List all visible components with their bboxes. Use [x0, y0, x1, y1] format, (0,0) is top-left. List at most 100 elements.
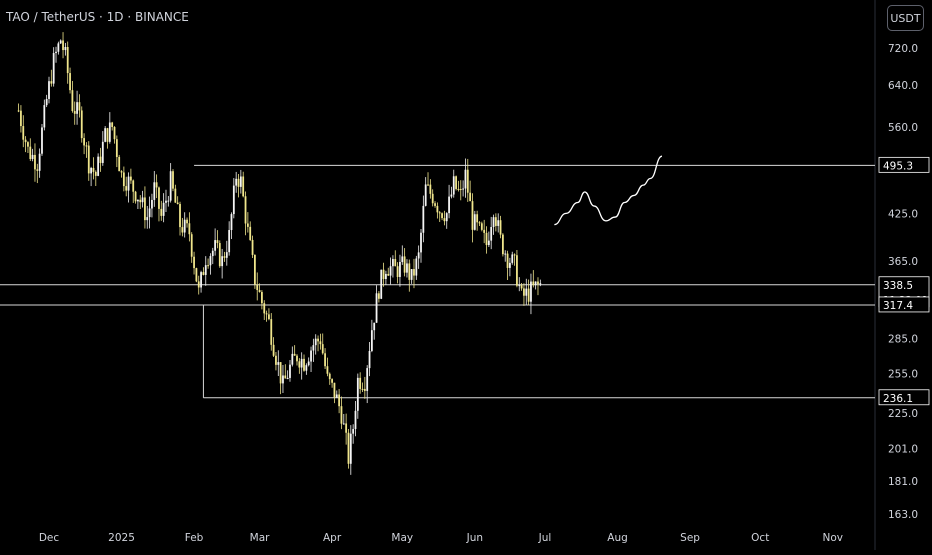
candle-body [59, 40, 62, 44]
candle-body [310, 350, 312, 362]
candle-body [223, 256, 226, 258]
candle-body [335, 394, 338, 398]
candle-body [24, 139, 27, 143]
candle-body [338, 394, 341, 407]
candle-body [193, 256, 195, 269]
candle-body [66, 46, 69, 74]
candle-body [211, 250, 214, 257]
candle-body [148, 208, 151, 218]
candle-body [69, 73, 71, 91]
candle-body [253, 254, 256, 285]
candle-body [169, 171, 172, 201]
candle-body [373, 322, 376, 331]
candle-body [319, 341, 322, 345]
candle-body [242, 176, 245, 197]
candle-body [237, 178, 240, 187]
candle-body [144, 197, 146, 221]
candle-body [258, 290, 261, 293]
candle-body [448, 196, 450, 214]
candle-body [452, 176, 455, 195]
x-tick-label: Oct [751, 532, 769, 544]
candle-body [499, 220, 502, 235]
candle-body [478, 222, 481, 224]
x-tick-label: May [391, 532, 413, 544]
symbol-title[interactable]: TAO / TetherUS · 1D · BINANCE [6, 10, 189, 24]
candle-body [55, 51, 57, 54]
candle-body [230, 214, 233, 231]
candle-body [270, 319, 273, 345]
candle-body [450, 194, 453, 197]
candle-body [494, 217, 497, 226]
candle-body [97, 156, 100, 176]
candle-body [132, 180, 135, 192]
candle-body [427, 184, 429, 186]
y-tick-label: 285.0 [888, 334, 918, 346]
candle-body [317, 338, 319, 342]
candle-body [359, 377, 362, 389]
candle-body [487, 240, 490, 246]
candle-body [537, 281, 539, 285]
candle-body [324, 353, 326, 367]
candle-body [328, 373, 331, 380]
candle-body [146, 217, 149, 221]
projection-path [554, 155, 663, 226]
candle-body [106, 128, 109, 142]
candle-body [382, 269, 385, 280]
candle-body [275, 355, 277, 365]
candle-body [282, 375, 284, 384]
price-label-value: 236.1 [883, 393, 913, 405]
time-axis[interactable]: Dec 2025 Feb Mar Apr May Jun Jul Aug Sep Oct Nov [39, 532, 843, 544]
candle-body [289, 364, 291, 378]
candle-body [363, 388, 366, 391]
candle-body [104, 128, 107, 142]
candle-body [94, 171, 97, 176]
candle-body [326, 366, 329, 374]
candle-body [516, 255, 518, 286]
candle-body [509, 262, 511, 268]
candle-body [139, 199, 142, 203]
candle-body [298, 361, 301, 368]
candle-body [429, 184, 432, 194]
candle-body [188, 223, 191, 235]
y-tick-label: 425.0 [888, 208, 918, 220]
candle-body [305, 365, 308, 371]
currency-button[interactable]: USDT [887, 5, 924, 31]
x-tick-label: Dec [39, 532, 60, 544]
candle-body [162, 202, 165, 216]
candle-body [349, 433, 352, 464]
y-tick-label: 560.0 [888, 122, 918, 134]
candle-body [167, 200, 170, 202]
x-tick-label: 2025 [108, 532, 135, 544]
candle-body [29, 146, 32, 160]
candle-body [151, 199, 153, 209]
candle-body [331, 379, 333, 383]
candle-body [431, 193, 434, 204]
candle-body [200, 272, 202, 288]
candle-body [137, 199, 139, 202]
candle-body [256, 284, 259, 291]
price-axis[interactable]: 720.0 640.0 560.0 425.0 365.0 285.0 255.0 225.0… [888, 43, 918, 521]
price-label-box [878, 389, 930, 406]
y-tick-label: 201.0 [888, 443, 918, 455]
candle-body [462, 188, 465, 190]
candle-body [392, 259, 394, 267]
candle-body [232, 185, 235, 215]
candle-body [366, 368, 369, 391]
candle-body [483, 229, 486, 233]
candle-body [284, 375, 287, 379]
candle-body [73, 111, 76, 114]
candle-body [249, 226, 252, 240]
candle-body [333, 382, 336, 398]
candle-body [354, 410, 357, 430]
candle-body [312, 345, 315, 351]
candle-body [523, 288, 525, 296]
candle-body [413, 269, 415, 276]
candle-body [520, 285, 523, 289]
candle-body [497, 220, 500, 226]
candle-body [480, 223, 483, 230]
candle-body [174, 188, 177, 203]
candle-body [239, 176, 242, 187]
